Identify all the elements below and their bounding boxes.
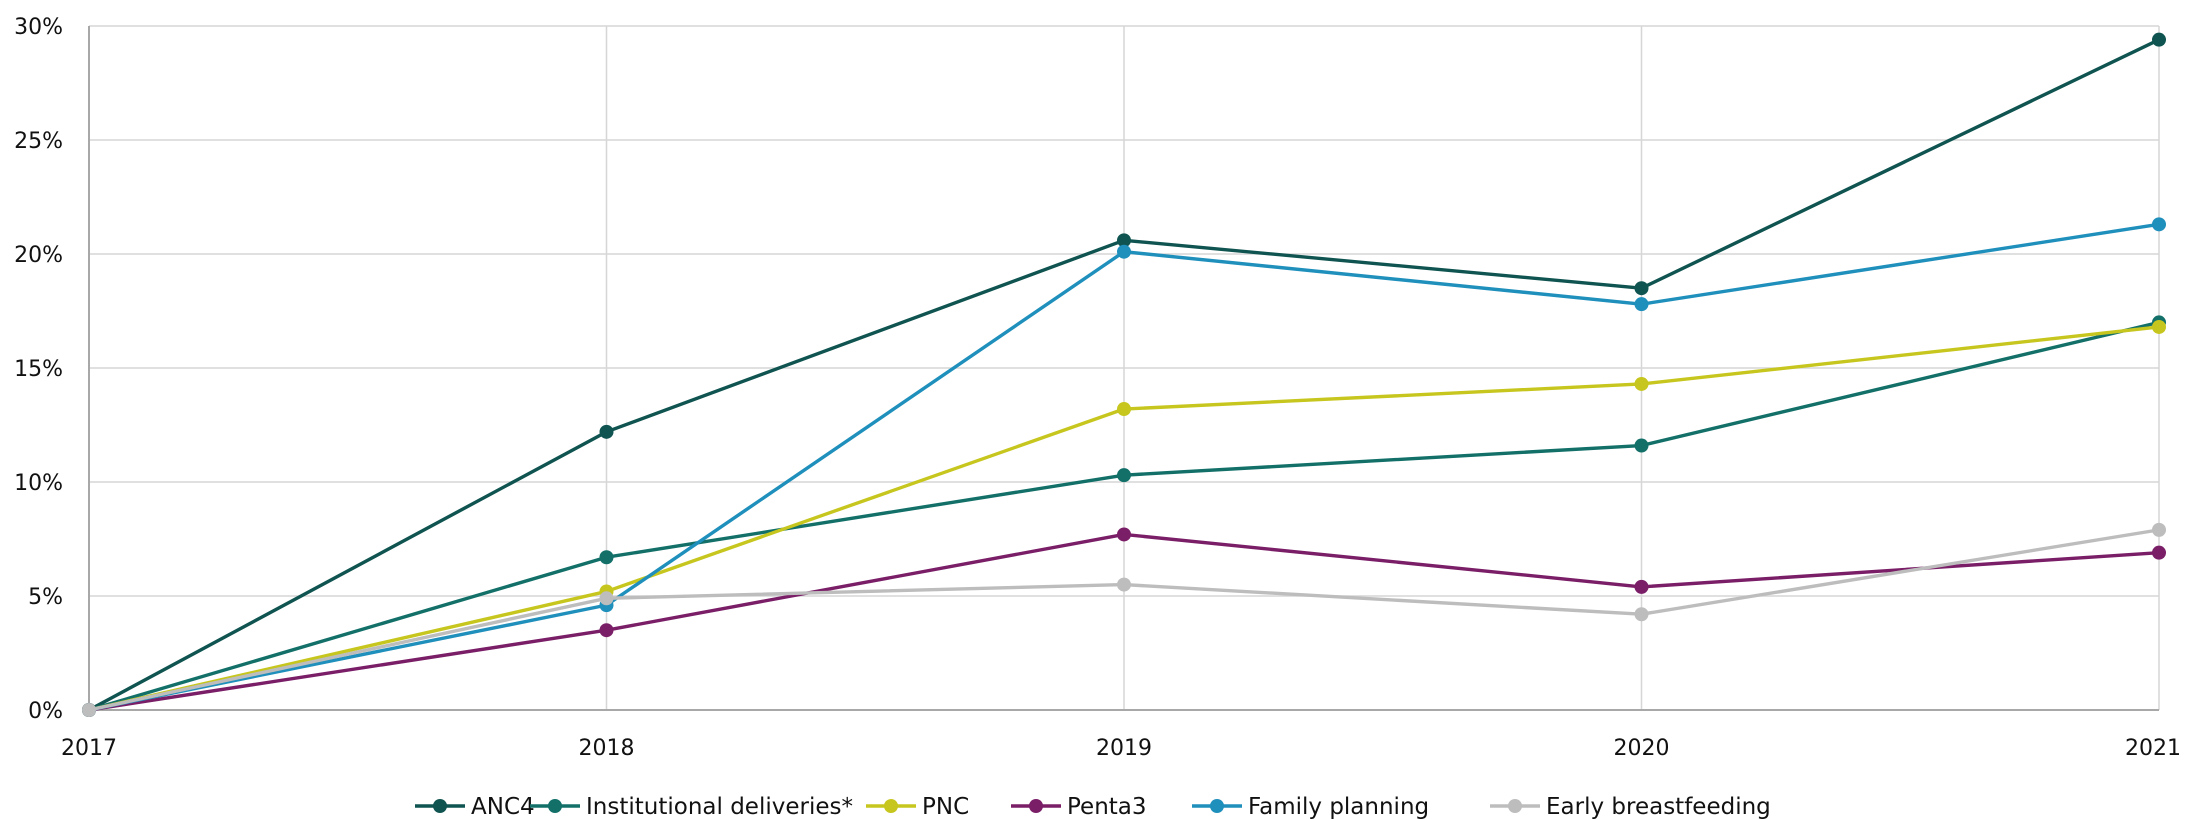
chart-series: [82, 32, 2166, 717]
data-point: [1117, 402, 1131, 417]
data-point: [599, 424, 614, 439]
y-tick-label: 0%: [28, 699, 63, 724]
data-point: [1634, 438, 1649, 453]
legend-swatch-marker: [1210, 799, 1224, 813]
data-point: [2152, 522, 2166, 537]
series-group: [82, 32, 2166, 717]
x-tick-label: 2017: [61, 736, 117, 761]
legend-label: Family planning: [1248, 794, 1429, 819]
data-point: [1634, 297, 1649, 312]
x-tick-label: 2020: [1614, 736, 1670, 761]
series-group: [82, 522, 2166, 717]
y-tick-label: 5%: [28, 585, 63, 610]
y-axis: 0% 5% 10% 15% 20% 25% 30%: [14, 15, 90, 724]
data-point: [2152, 32, 2166, 47]
legend-label: Early breastfeeding: [1546, 794, 1771, 819]
data-point: [1634, 281, 1649, 296]
legend-item: Penta3: [1011, 794, 1147, 819]
legend-swatch-marker: [884, 799, 898, 813]
series-group: [82, 527, 2166, 717]
legend-swatch-marker: [1508, 799, 1522, 813]
x-tick-label: 2019: [1096, 736, 1152, 761]
legend-swatch-marker: [548, 799, 562, 813]
legend-swatch-marker: [1029, 799, 1043, 813]
x-tick-label: 2021: [2125, 736, 2181, 761]
data-point: [1634, 376, 1649, 391]
legend-item: Early breastfeeding: [1490, 794, 1771, 819]
y-tick-label: 15%: [14, 357, 63, 382]
legend-item: Institutional deliveries*: [530, 794, 853, 819]
data-point: [599, 550, 614, 565]
x-tick-label: 2018: [579, 736, 635, 761]
legend-label: Institutional deliveries*: [586, 794, 853, 819]
data-point: [1117, 527, 1131, 542]
legend-swatch-marker: [433, 799, 447, 813]
data-point: [1634, 579, 1649, 594]
data-point: [599, 623, 614, 638]
data-point: [1117, 244, 1131, 259]
chart-grid: [88, 25, 2160, 710]
legend-label: ANC4: [471, 794, 535, 819]
y-tick-label: 10%: [14, 471, 63, 496]
data-point: [1117, 468, 1131, 483]
data-point: [1634, 607, 1649, 622]
data-point: [82, 703, 96, 717]
legend-item: Family planning: [1192, 794, 1429, 819]
legend-label: Penta3: [1067, 794, 1147, 819]
data-point: [1117, 577, 1131, 592]
y-tick-label: 25%: [14, 129, 63, 154]
data-point: [2152, 217, 2166, 232]
data-point: [2152, 319, 2166, 334]
legend-label: PNC: [922, 794, 969, 819]
y-tick-label: 20%: [14, 243, 63, 268]
data-point: [599, 591, 614, 606]
legend-item: PNC: [866, 794, 969, 819]
chart-legend: ANC4 Institutional deliveries* PNC Penta3 Fa…: [415, 794, 1771, 819]
y-tick-label: 30%: [14, 15, 63, 40]
x-axis: 2017 2018 2019 2020 2021: [61, 709, 2181, 761]
legend-item: ANC4: [415, 794, 535, 819]
data-point: [1117, 233, 1131, 248]
data-point: [2152, 545, 2166, 560]
